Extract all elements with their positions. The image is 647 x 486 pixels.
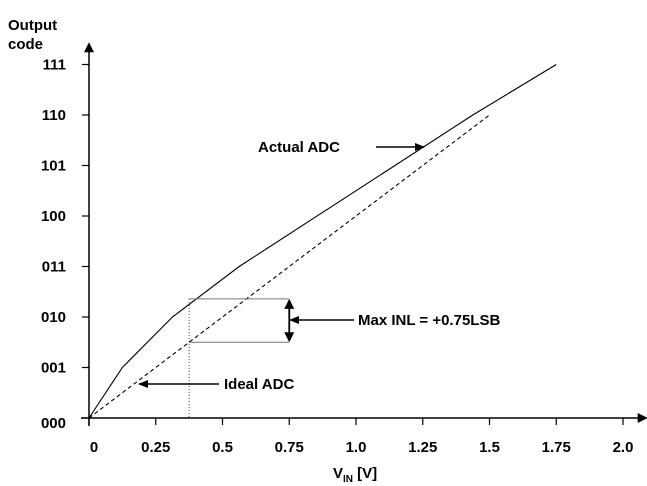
y-tick-label: 010 — [41, 309, 66, 326]
x-tick-label: 1.0 — [346, 439, 367, 456]
y-tick-label: 110 — [42, 107, 66, 124]
x-tick-label: 1.25 — [408, 439, 437, 456]
x-axis-arrow — [637, 413, 647, 423]
y-tick-label: 100 — [41, 208, 66, 225]
actual-adc-label: Actual ADC — [258, 139, 340, 156]
x-tick-label: 2.0 — [613, 439, 634, 456]
y-axis-label-line2: code — [8, 36, 43, 53]
annotations: Actual ADC Ideal ADC Max INL = +0.75LSB — [138, 139, 500, 393]
x-tick-label: 0.25 — [141, 439, 170, 456]
y-tick-label: 111 — [43, 57, 66, 74]
x-tick-label: 1.75 — [542, 439, 571, 456]
x-tick-label: 0.5 — [212, 439, 233, 456]
x-axis-label-sub: IN — [343, 474, 353, 485]
y-tick-label: 101 — [41, 158, 66, 175]
x-tick-label: 0 — [90, 439, 98, 456]
inl-arrowhead-down — [284, 332, 295, 343]
series-layer — [88, 64, 557, 419]
x-axis-label-unit: [V] — [353, 465, 377, 482]
actual-adc-line — [88, 64, 557, 419]
inl-arrowhead-up — [284, 298, 295, 309]
y-ticks: 000 001 010 011 100 101 110 111 — [41, 57, 89, 432]
y-tick-label: 001 — [41, 360, 66, 377]
x-tick-label: 0.75 — [275, 439, 304, 456]
y-axis-arrow — [84, 42, 94, 53]
max-inl-label: Max INL = +0.75LSB — [358, 312, 500, 329]
x-tick-label: 1.5 — [479, 439, 500, 456]
ideal-adc-label: Ideal ADC — [224, 376, 294, 393]
x-ticks: 0 0.25 0.5 0.75 1.0 1.25 1.5 1.75 2.0 — [88, 418, 634, 456]
y-tick-label: 011 — [42, 259, 66, 276]
y-tick-label: 000 — [41, 415, 66, 432]
inl-marker — [188, 298, 295, 418]
x-axis-label: VIN [V] — [333, 465, 377, 485]
axes — [81, 42, 647, 426]
ideal-adc-line — [88, 114, 490, 419]
y-axis-label-line1: Output — [8, 17, 57, 34]
x-axis-label-main: V — [333, 465, 343, 482]
